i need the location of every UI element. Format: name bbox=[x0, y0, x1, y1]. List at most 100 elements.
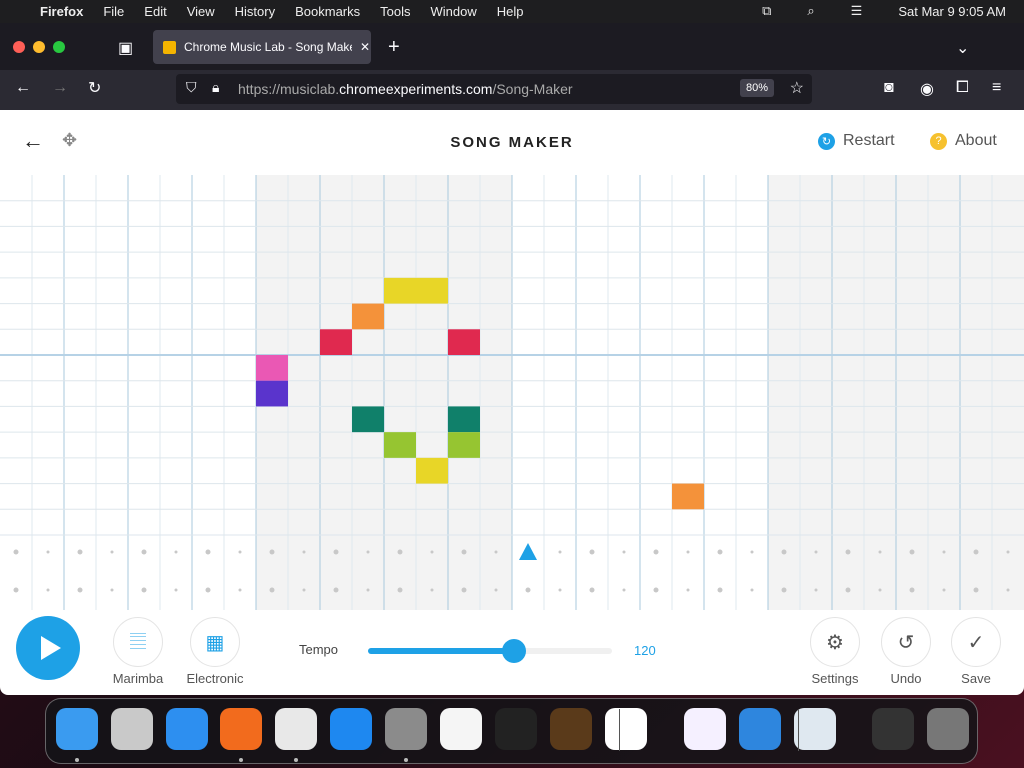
pocket-icon[interactable]: ◙ bbox=[884, 79, 894, 96]
new-tab-icon[interactable]: + bbox=[388, 36, 400, 58]
percussion-dot bbox=[397, 587, 403, 593]
shield-icon[interactable]: ⛉ bbox=[186, 79, 197, 95]
playhead-marker bbox=[519, 543, 537, 560]
clock[interactable]: Sat Mar 9 9:05 AM bbox=[898, 3, 1006, 19]
instrument-button[interactable]: 𝄚 bbox=[113, 617, 163, 667]
save-button[interactable]: ✓ bbox=[951, 617, 1001, 667]
about-button[interactable]: ? About bbox=[930, 132, 997, 150]
finder-icon[interactable] bbox=[56, 708, 98, 750]
close-window-button[interactable] bbox=[13, 41, 25, 53]
menu-help[interactable]: Help bbox=[496, 4, 524, 19]
preview-icon[interactable] bbox=[794, 708, 836, 750]
favicon-icon bbox=[163, 40, 176, 54]
tab-overview-icon[interactable]: ▣ bbox=[118, 40, 134, 57]
menu-app[interactable]: Firefox bbox=[40, 4, 84, 19]
percussion-dot bbox=[845, 549, 851, 555]
percussion-dot bbox=[589, 549, 595, 555]
lock-icon[interactable]: 🔒︎ bbox=[212, 79, 220, 95]
system-settings-icon[interactable] bbox=[385, 708, 427, 750]
percussion-dot bbox=[589, 587, 595, 593]
about-label: About bbox=[955, 132, 997, 149]
tab-song-maker[interactable]: Chrome Music Lab - Song Make ✕ bbox=[153, 30, 371, 64]
menu-bookmarks[interactable]: Bookmarks bbox=[295, 4, 361, 19]
dock-divider bbox=[619, 709, 620, 751]
extensions-icon[interactable]: ⧠ bbox=[956, 79, 969, 96]
screenshot-icon[interactable] bbox=[872, 708, 914, 750]
menu-history[interactable]: History bbox=[234, 4, 276, 19]
tab-list-chevron-icon[interactable]: ⌄ bbox=[956, 40, 970, 57]
back-arrow-icon[interactable]: ← bbox=[22, 128, 44, 153]
reload-icon[interactable]: ↻ bbox=[88, 80, 102, 97]
percussion-dot bbox=[77, 549, 83, 555]
percussion-dot bbox=[205, 587, 211, 593]
forward-icon[interactable]: → bbox=[52, 79, 68, 96]
weather-icon[interactable] bbox=[739, 708, 781, 750]
visual-studio-icon[interactable] bbox=[684, 708, 726, 750]
percussion-dot bbox=[909, 549, 915, 555]
textedit-icon[interactable] bbox=[440, 708, 482, 750]
note-cell bbox=[448, 406, 480, 433]
percussion-dot bbox=[430, 550, 434, 554]
percussion-label: Electronic bbox=[186, 671, 244, 686]
menu-window[interactable]: Window bbox=[430, 4, 477, 19]
percussion-dot bbox=[333, 587, 339, 593]
trash-icon[interactable] bbox=[927, 708, 969, 750]
percussion-dot bbox=[558, 550, 562, 554]
menu-view[interactable]: View bbox=[186, 4, 215, 19]
percussion-dot bbox=[110, 550, 114, 554]
running-indicator bbox=[239, 758, 243, 762]
terminal-icon[interactable] bbox=[495, 708, 537, 750]
drum-machine-icon: ▦ bbox=[205, 631, 225, 654]
minimize-window-button[interactable] bbox=[33, 41, 45, 53]
app-store-icon[interactable] bbox=[330, 708, 372, 750]
gear-icon: ⚙ bbox=[826, 631, 844, 654]
percussion-dot bbox=[878, 550, 882, 554]
marimba-icon: 𝄚 bbox=[130, 630, 146, 653]
screen-mirror-icon[interactable]: ⧉ bbox=[762, 3, 772, 18]
chrome-icon[interactable] bbox=[275, 708, 317, 750]
back-icon[interactable]: ← bbox=[15, 79, 31, 96]
zoom-level[interactable]: 80% bbox=[739, 79, 774, 97]
bookmark-star-icon[interactable]: ☆ bbox=[789, 80, 804, 97]
tempo-slider-knob[interactable] bbox=[502, 639, 527, 663]
percussion-dot bbox=[750, 588, 754, 592]
garageband-icon[interactable] bbox=[550, 708, 592, 750]
tempo-slider[interactable] bbox=[368, 639, 612, 663]
vscode-icon[interactable] bbox=[605, 708, 647, 750]
play-button[interactable] bbox=[16, 616, 80, 680]
percussion-dot bbox=[942, 588, 946, 592]
restart-button[interactable]: ↻ Restart bbox=[818, 132, 895, 150]
note-cell bbox=[256, 355, 288, 381]
percussion-dot bbox=[141, 587, 147, 593]
launchpad-icon[interactable] bbox=[111, 708, 153, 750]
spotlight-icon[interactable]: ⌕ bbox=[807, 3, 815, 18]
close-tab-icon[interactable]: ✕ bbox=[360, 40, 371, 54]
percussion-dot bbox=[781, 549, 787, 555]
menu-file[interactable]: File bbox=[103, 4, 125, 19]
note-grid[interactable] bbox=[0, 175, 1024, 610]
firefox-icon[interactable] bbox=[220, 708, 262, 750]
percussion-dot bbox=[430, 588, 434, 592]
menu-tools[interactable]: Tools bbox=[380, 4, 411, 19]
percussion-dot bbox=[494, 550, 498, 554]
nav-bar: ← → ↻ ⛉ 🔒︎ https://musiclab. chromeexperi… bbox=[0, 70, 1024, 110]
percussion-dot bbox=[686, 588, 690, 592]
percussion-dot bbox=[814, 550, 818, 554]
control-center-icon[interactable]: ☰ bbox=[850, 3, 863, 18]
zoom-window-button[interactable] bbox=[53, 41, 65, 53]
percussion-dot bbox=[525, 587, 531, 593]
menu-edit[interactable]: Edit bbox=[144, 4, 167, 19]
percussion-dot bbox=[973, 587, 979, 593]
settings-button[interactable]: ⚙ bbox=[810, 617, 860, 667]
percussion-button[interactable]: ▦ bbox=[190, 617, 240, 667]
percussion-dot bbox=[973, 549, 979, 555]
move-icon[interactable]: ✥ bbox=[62, 130, 78, 150]
menu-icon[interactable]: ≡ bbox=[992, 79, 1002, 96]
undo-button[interactable]: ↺ bbox=[881, 617, 931, 667]
undo-icon: ↺ bbox=[897, 631, 915, 654]
url-bar[interactable]: ⛉ 🔒︎ https://musiclab. chromeexperiments.… bbox=[176, 74, 812, 104]
safari-icon[interactable] bbox=[166, 708, 208, 750]
checkmark-icon: ✓ bbox=[967, 631, 985, 654]
url-prefix: https://musiclab. bbox=[238, 81, 340, 97]
account-icon[interactable]: ◉ bbox=[920, 81, 934, 98]
